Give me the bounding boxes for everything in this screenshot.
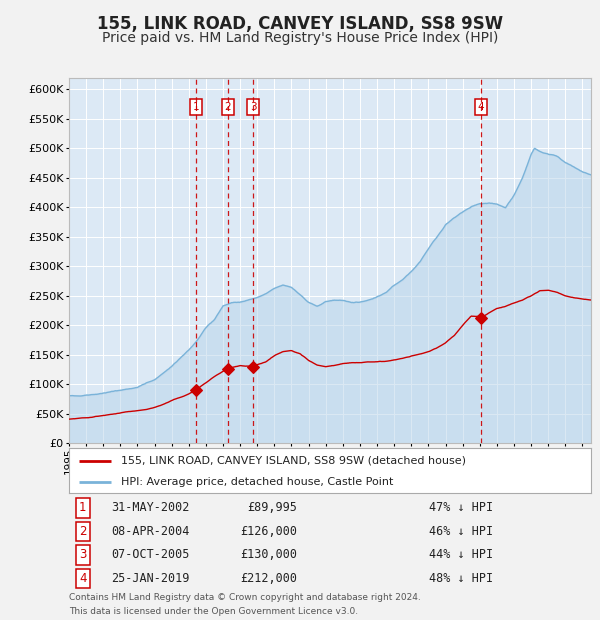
Text: 31-MAY-2002: 31-MAY-2002: [111, 502, 190, 514]
Text: 1: 1: [193, 102, 199, 112]
Text: 155, LINK ROAD, CANVEY ISLAND, SS8 9SW: 155, LINK ROAD, CANVEY ISLAND, SS8 9SW: [97, 16, 503, 33]
Text: 47% ↓ HPI: 47% ↓ HPI: [429, 502, 493, 514]
Text: 3: 3: [250, 102, 257, 112]
Text: Contains HM Land Registry data © Crown copyright and database right 2024.: Contains HM Land Registry data © Crown c…: [69, 593, 421, 603]
Text: 1: 1: [79, 502, 86, 514]
Text: 48% ↓ HPI: 48% ↓ HPI: [429, 572, 493, 585]
Text: £89,995: £89,995: [247, 502, 297, 514]
Point: [223, 364, 232, 374]
Point: [476, 313, 486, 323]
Text: 4: 4: [79, 572, 86, 585]
Text: HPI: Average price, detached house, Castle Point: HPI: Average price, detached house, Cast…: [121, 477, 394, 487]
Text: £212,000: £212,000: [240, 572, 297, 585]
Text: 4: 4: [478, 102, 484, 112]
Text: £130,000: £130,000: [240, 549, 297, 561]
Text: 155, LINK ROAD, CANVEY ISLAND, SS8 9SW (detached house): 155, LINK ROAD, CANVEY ISLAND, SS8 9SW (…: [121, 456, 466, 466]
Text: 07-OCT-2005: 07-OCT-2005: [111, 549, 190, 561]
Text: 2: 2: [79, 525, 86, 538]
Text: £126,000: £126,000: [240, 525, 297, 538]
Point: [248, 361, 258, 371]
Text: 25-JAN-2019: 25-JAN-2019: [111, 572, 190, 585]
Text: 08-APR-2004: 08-APR-2004: [111, 525, 190, 538]
Point: [191, 385, 201, 395]
Text: 2: 2: [224, 102, 231, 112]
Text: This data is licensed under the Open Government Licence v3.0.: This data is licensed under the Open Gov…: [69, 607, 358, 616]
Text: Price paid vs. HM Land Registry's House Price Index (HPI): Price paid vs. HM Land Registry's House …: [102, 31, 498, 45]
Text: 46% ↓ HPI: 46% ↓ HPI: [429, 525, 493, 538]
Text: 44% ↓ HPI: 44% ↓ HPI: [429, 549, 493, 561]
Text: 3: 3: [79, 549, 86, 561]
